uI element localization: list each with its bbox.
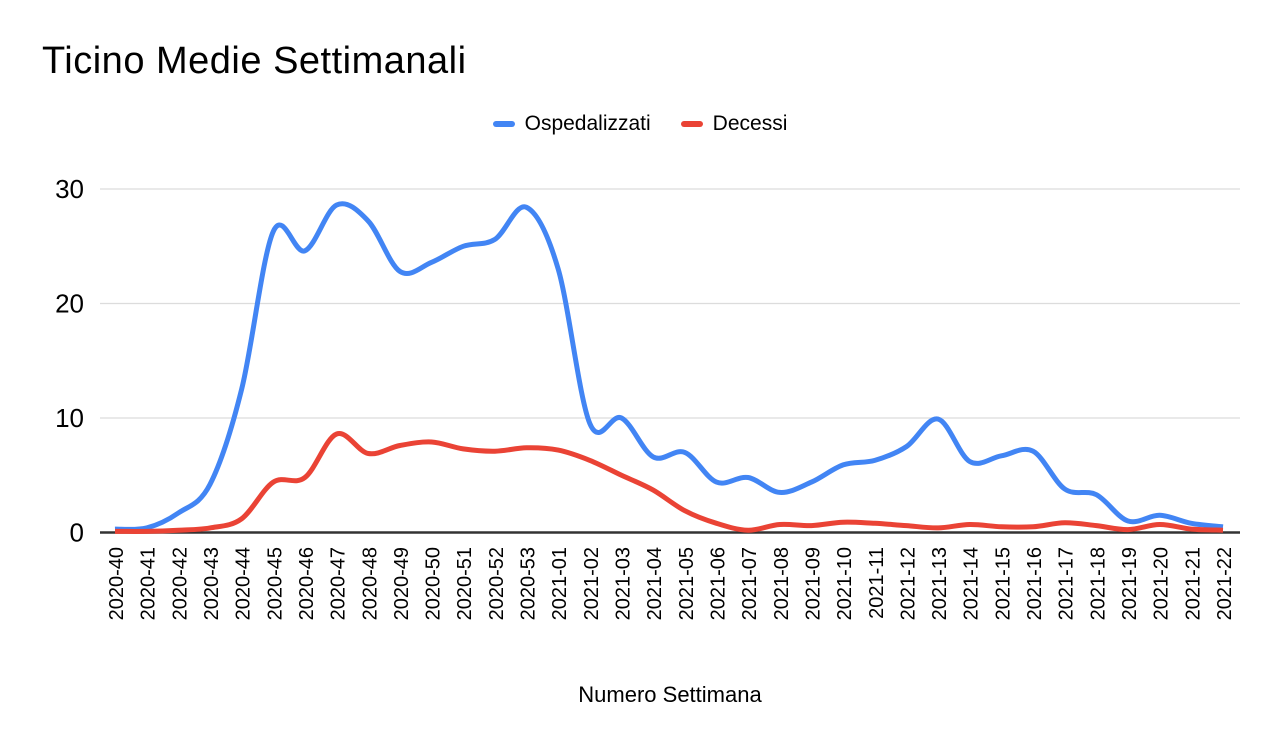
x-tick-label: 2021-06 bbox=[707, 547, 729, 620]
x-tick-label: 2020-40 bbox=[106, 547, 128, 620]
x-tick-label: 2020-50 bbox=[423, 547, 445, 620]
y-tick-label: 0 bbox=[70, 518, 84, 548]
x-tick-label: 2021-01 bbox=[549, 547, 571, 620]
y-tick-label: 10 bbox=[55, 403, 84, 433]
x-tick-label: 2021-12 bbox=[897, 547, 919, 620]
legend-item-ospedalizzati: Ospedalizzati bbox=[492, 112, 651, 136]
x-tick-label: 2021-10 bbox=[834, 547, 856, 620]
x-tick-label: 2021-16 bbox=[1024, 547, 1046, 620]
x-tick-label: 2020-46 bbox=[296, 547, 318, 620]
x-tick-label: 2020-45 bbox=[264, 547, 286, 620]
legend-label-decessi: Decessi bbox=[712, 112, 788, 135]
chart-legend: Ospedalizzati Decessi bbox=[0, 112, 1280, 136]
x-tick-label: 2021-15 bbox=[992, 547, 1014, 620]
legend-swatch-ospedalizzati-icon bbox=[492, 121, 515, 127]
x-tick-label: 2020-42 bbox=[169, 547, 191, 620]
x-tick-label: 2020-53 bbox=[518, 547, 540, 620]
x-tick-label: 2020-52 bbox=[486, 547, 508, 620]
x-tick-label: 2021-03 bbox=[613, 547, 635, 620]
x-tick-label: 2021-20 bbox=[1151, 547, 1173, 620]
x-tick-label: 2020-49 bbox=[391, 547, 413, 620]
x-axis-title: Numero Settimana bbox=[578, 682, 762, 707]
x-tick-label: 2021-19 bbox=[1119, 547, 1141, 620]
chart-title: Ticino Medie Settimanali bbox=[42, 40, 467, 82]
x-tick-label: 2020-47 bbox=[328, 547, 350, 620]
legend-item-decessi: Decessi bbox=[680, 112, 788, 136]
x-tick-label: 2021-07 bbox=[739, 547, 761, 620]
x-tick-label: 2021-14 bbox=[961, 547, 983, 620]
x-tick-label: 2020-41 bbox=[138, 547, 160, 620]
x-tick-label: 2021-09 bbox=[802, 547, 824, 620]
x-tick-label: 2020-48 bbox=[359, 547, 381, 620]
series-line-ospedalizzati bbox=[114, 201, 1224, 532]
x-tick-label: 2021-08 bbox=[771, 547, 793, 620]
y-tick-label: 30 bbox=[55, 174, 84, 204]
x-tick-label: 2021-04 bbox=[644, 547, 666, 620]
legend-label-ospedalizzati: Ospedalizzati bbox=[524, 112, 651, 135]
x-tick-label: 2020-44 bbox=[233, 547, 255, 620]
legend-swatch-decessi-icon bbox=[680, 121, 703, 127]
x-tick-label: 2021-05 bbox=[676, 547, 698, 620]
x-tick-label: 2021-17 bbox=[1056, 547, 1078, 620]
series-line-decessi bbox=[114, 431, 1224, 534]
x-tick-label: 2021-21 bbox=[1182, 547, 1204, 620]
y-tick-label: 20 bbox=[55, 289, 84, 319]
x-tick-label: 2021-18 bbox=[1087, 547, 1109, 620]
x-tick-label: 2021-11 bbox=[866, 547, 888, 619]
x-tick-label: 2021-02 bbox=[581, 547, 603, 620]
x-tick-label: 2020-43 bbox=[201, 547, 223, 620]
x-tick-label: 2020-51 bbox=[454, 547, 476, 620]
x-tick-label: 2021-22 bbox=[1214, 547, 1236, 620]
x-tick-label: 2021-13 bbox=[929, 547, 951, 620]
